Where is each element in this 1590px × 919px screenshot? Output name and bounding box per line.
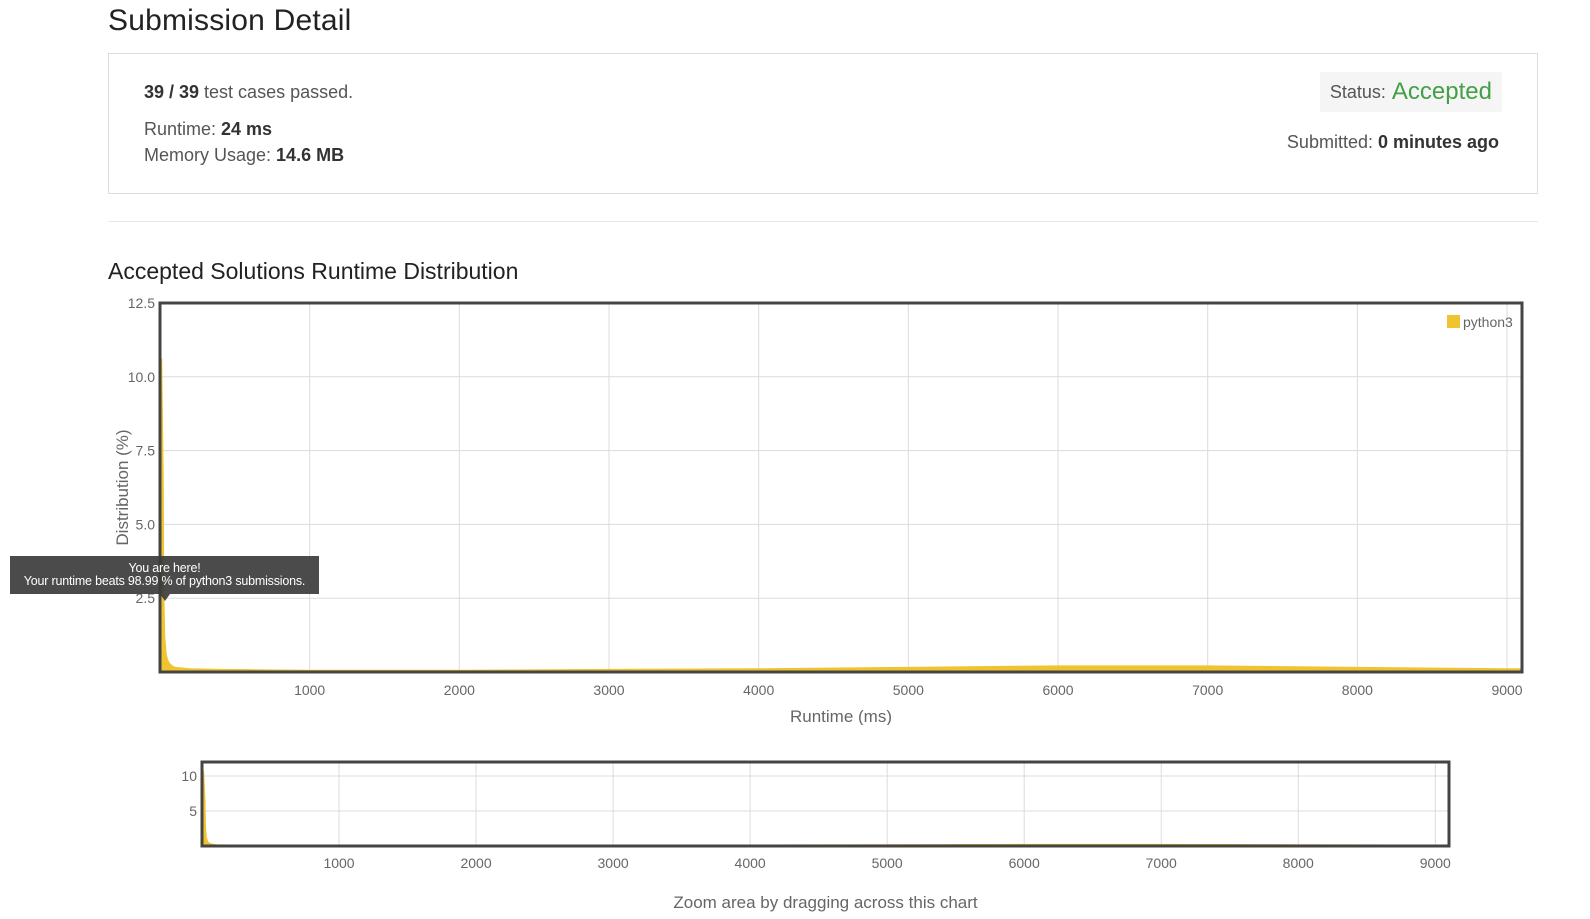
runtime-distribution-chart[interactable]: 1000 2000 3000 4000 5000 6000 7000 8000 9000 2.5 5… xyxy=(0,295,1590,725)
y-axis-label: Distribution (%) xyxy=(113,429,132,545)
y-tick-label: 10.0 xyxy=(128,369,155,385)
y-tick-label: 2.5 xyxy=(136,590,156,606)
runtime-label: Runtime: xyxy=(144,119,222,139)
x-tick-label: 4000 xyxy=(735,855,766,871)
x-tick-label: 9000 xyxy=(1420,855,1451,871)
x-tick-label: 6000 xyxy=(1042,682,1073,698)
test-cases-line: 39 / 39 test cases passed. xyxy=(144,82,353,103)
x-tick-label: 3000 xyxy=(593,682,624,698)
memory-line: Memory Usage: 14.6 MB xyxy=(144,145,344,166)
x-tick-label: 5000 xyxy=(893,682,924,698)
submission-summary: 39 / 39 test cases passed. Runtime: 24 m… xyxy=(108,53,1538,194)
plot-area xyxy=(202,762,1449,846)
memory-label: Memory Usage: xyxy=(144,145,277,165)
runtime-line: Runtime: 24 ms xyxy=(144,119,272,140)
y-tick-label: 7.5 xyxy=(136,443,156,459)
submitted-value: 0 minutes ago xyxy=(1377,132,1499,152)
x-tick-label: 3000 xyxy=(598,855,629,871)
y-tick-label: 5 xyxy=(189,803,197,819)
tooltip-title: You are here! xyxy=(128,561,201,575)
x-tick-label: 1000 xyxy=(323,855,354,871)
test-cases-label: test cases passed. xyxy=(199,82,354,102)
status-value-link[interactable]: Accepted xyxy=(1391,78,1492,105)
x-axis-label: Runtime (ms) xyxy=(790,707,892,725)
x-tick-label: 2000 xyxy=(444,682,475,698)
tooltip-arrow xyxy=(160,594,170,601)
y-tick-label: 5.0 xyxy=(136,516,156,532)
memory-value: 14.6 MB xyxy=(276,145,345,165)
status-label: Status: xyxy=(1329,81,1386,102)
y-tick-label: 12.5 xyxy=(128,295,155,311)
legend-label: python3 xyxy=(1463,314,1513,330)
x-tick-label: 7000 xyxy=(1192,682,1223,698)
x-tick-label: 1000 xyxy=(294,682,325,698)
legend-swatch xyxy=(1447,315,1460,328)
plot-border xyxy=(200,760,1451,848)
divider xyxy=(108,221,1538,222)
page-title: Submission Detail xyxy=(108,4,352,37)
series-area-python3 xyxy=(159,358,1523,673)
y-tick-label: 10 xyxy=(181,768,197,784)
plot-area xyxy=(160,303,1522,672)
tooltip-text: Your runtime beats 98.99 % of python3 su… xyxy=(23,574,306,588)
submitted-label: Submitted: xyxy=(1286,132,1378,152)
x-tick-label: 7000 xyxy=(1146,855,1177,871)
section-title: Accepted Solutions Runtime Distribution xyxy=(108,258,519,284)
x-tick-label: 2000 xyxy=(460,855,491,871)
x-tick-label: 5000 xyxy=(872,855,903,871)
test-cases-count: 39 / 39 xyxy=(144,82,200,102)
x-tick-label: 8000 xyxy=(1342,682,1373,698)
runtime-tooltip: You are here! Your runtime beats 98.99 %… xyxy=(10,556,319,594)
x-tick-label: 8000 xyxy=(1283,855,1314,871)
status-badge: Status: Accepted xyxy=(1319,72,1502,112)
plot-border xyxy=(158,301,1524,674)
zoom-navigator-chart[interactable]: 1000 2000 3000 4000 5000 6000 7000 8000 9000 5 10 Z… xyxy=(0,760,1590,919)
runtime-value: 24 ms xyxy=(221,119,273,139)
x-tick-label: 9000 xyxy=(1491,682,1522,698)
x-tick-label: 4000 xyxy=(743,682,774,698)
x-axis-label: Zoom area by dragging across this chart xyxy=(673,893,978,912)
submitted-time: Submitted: 0 minutes ago xyxy=(1287,132,1499,153)
x-tick-label: 6000 xyxy=(1009,855,1040,871)
